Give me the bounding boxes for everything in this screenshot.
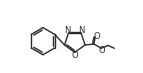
- Text: O: O: [72, 51, 78, 59]
- Text: N: N: [65, 26, 71, 35]
- Text: N: N: [79, 26, 85, 35]
- Text: O: O: [94, 32, 101, 41]
- Text: O: O: [99, 46, 105, 55]
